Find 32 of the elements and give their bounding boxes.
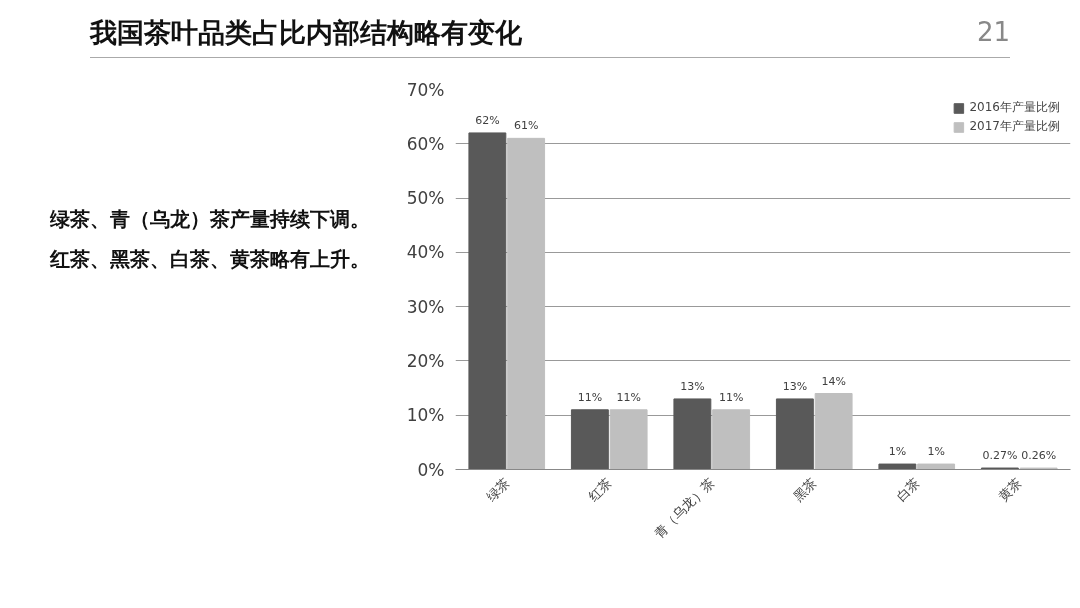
y-tick-label: 40% xyxy=(406,242,445,263)
data-label: 11% xyxy=(718,390,744,404)
data-label: 11% xyxy=(577,390,603,404)
legend-label: 2016年产量比例 xyxy=(969,99,1060,116)
data-label: 14% xyxy=(821,374,846,388)
text: 绿茶、青（乌龙）茶产量持续下调。 xyxy=(50,207,370,231)
y-tick-label: 60% xyxy=(406,133,445,154)
data-label: 13% xyxy=(680,379,705,393)
x-tick-label: 红茶 xyxy=(585,475,615,505)
y-tick-label: 30% xyxy=(406,296,445,317)
data-label: 11% xyxy=(616,390,641,404)
data-label: 1% xyxy=(888,445,907,459)
data-label: 61% xyxy=(513,119,539,133)
y-tick-label: 50% xyxy=(406,188,445,209)
data-label: 1% xyxy=(927,445,945,459)
text: 21 xyxy=(976,16,1010,49)
y-tick-label: 0% xyxy=(417,459,445,480)
y-tick-label: 70% xyxy=(406,79,445,100)
x-tick-label: 黑茶 xyxy=(790,475,820,505)
x-tick-label: 青（乌龙）茶 xyxy=(651,475,718,541)
data-label: 0.27% xyxy=(982,449,1018,463)
chart-title: 我国茶叶品类占比内部结构略有变化 xyxy=(90,16,522,50)
data-label: 0.26% xyxy=(1021,449,1057,463)
y-tick-label: 10% xyxy=(406,405,445,426)
x-tick-label: 白茶 xyxy=(893,475,923,505)
data-label: 13% xyxy=(782,379,808,393)
legend-label: 2017年产量比例 xyxy=(969,118,1060,135)
data-label: 62% xyxy=(475,113,500,127)
x-tick-label: 黄茶 xyxy=(995,475,1025,505)
text: 红茶、黑茶、白茶、黄茶略有上升。 xyxy=(50,247,370,271)
x-tick-label: 绿茶 xyxy=(483,475,513,505)
y-tick-label: 20% xyxy=(406,350,445,371)
